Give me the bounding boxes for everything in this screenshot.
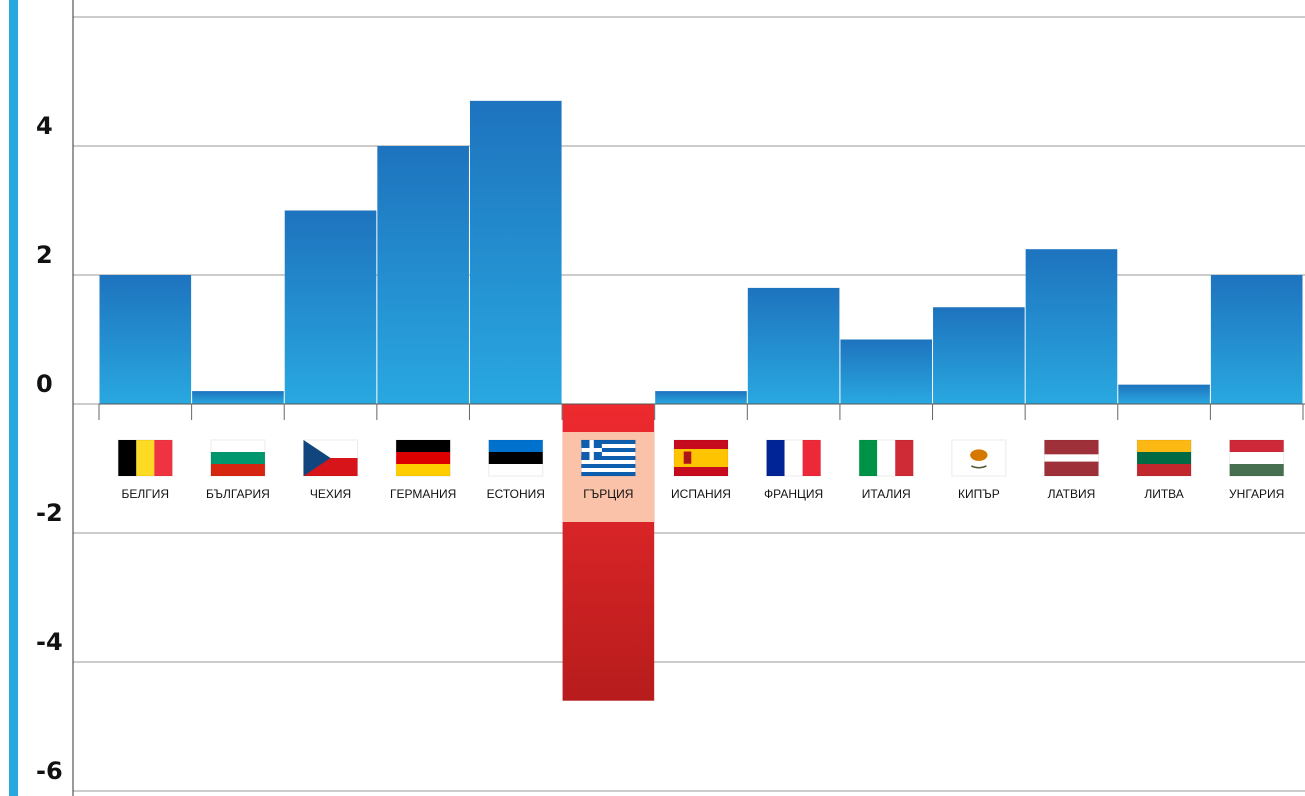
x-category-label: ЛИТВА (1144, 487, 1183, 501)
x-category-label: ИТАЛИЯ (862, 487, 911, 501)
belgium-flag-icon (117, 439, 173, 477)
bar-13 (1210, 275, 1303, 404)
y-tick-label: 0 (36, 370, 53, 398)
cyprus-flag-icon (951, 439, 1007, 477)
hungary-flag-icon (1229, 439, 1285, 477)
estonia-flag-icon (488, 439, 544, 477)
germany-flag-icon (395, 439, 451, 477)
x-category-label: БЕЛГИЯ (122, 487, 170, 501)
czechia-flag-icon (303, 439, 359, 477)
latvia-flag-icon (1043, 439, 1099, 477)
bar-11 (1025, 249, 1118, 404)
left-accent-bar (9, 0, 18, 796)
x-category-label: ГЪРЦИЯ (583, 487, 633, 501)
bar-10 (933, 307, 1025, 404)
x-category-label: УНГАРИЯ (1229, 487, 1284, 501)
bar-5 (469, 100, 562, 404)
y-tick-label: 2 (36, 241, 53, 269)
x-category-label: ЛАТВИЯ (1048, 487, 1096, 501)
bar-9 (840, 339, 933, 404)
italy-flag-icon (858, 439, 914, 477)
greece-flag-icon (580, 439, 636, 477)
x-category-label: ГЕРМАНИЯ (390, 487, 456, 501)
bar-8 (747, 287, 840, 404)
bar-12 (1118, 384, 1210, 404)
spain-flag-icon (673, 439, 729, 477)
x-category-label: ФРАНЦИЯ (764, 487, 823, 501)
y-tick-label: -2 (36, 499, 63, 527)
bar-4 (377, 146, 469, 404)
x-category-label: БЪЛГАРИЯ (206, 487, 270, 501)
x-category-label: КИПЪР (958, 487, 1000, 501)
y-tick-label: -4 (36, 628, 63, 656)
france-flag-icon (766, 439, 822, 477)
bar-3 (284, 210, 377, 404)
lithuania-flag-icon (1136, 439, 1192, 477)
y-tick-label: 4 (36, 112, 53, 140)
x-category-label: ЕСТОНИЯ (487, 487, 545, 501)
x-category-label: ЧЕХИЯ (310, 487, 351, 501)
x-category-label: ИСПАНИЯ (671, 487, 731, 501)
bar-2 (192, 391, 284, 404)
y-tick-label: -6 (36, 757, 63, 785)
bulgaria-flag-icon (210, 439, 266, 477)
bar-7 (655, 391, 747, 404)
bar-1 (99, 275, 192, 404)
